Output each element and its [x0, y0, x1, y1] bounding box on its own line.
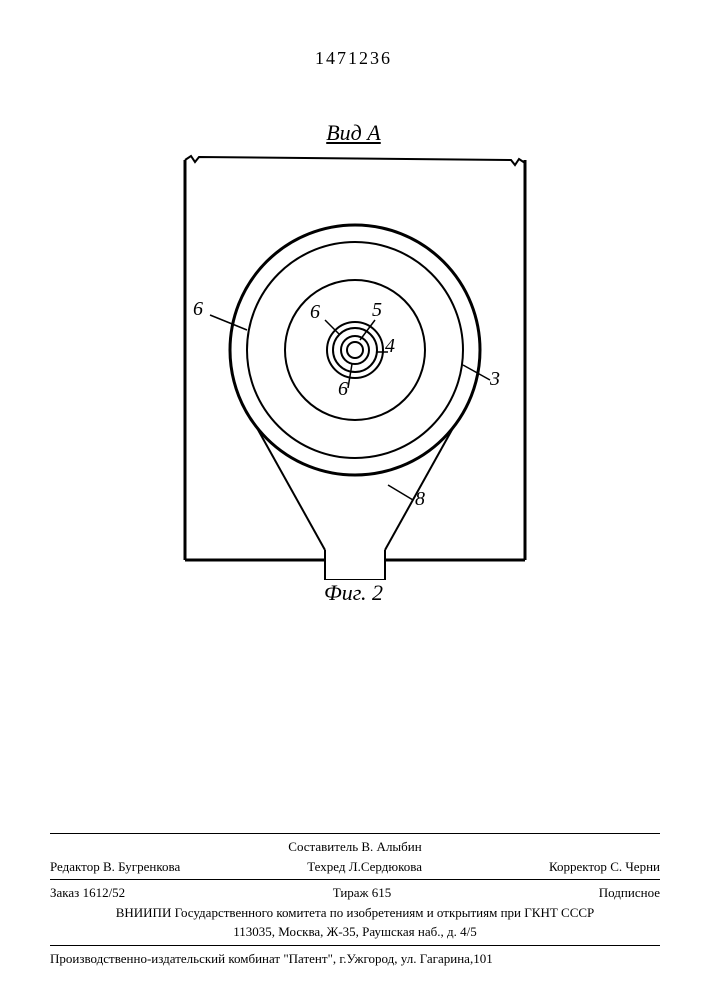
techred-label: Техред — [307, 859, 345, 874]
tirazh-value: 615 — [372, 885, 392, 900]
technical-diagram: 6 6 54 6 3 8 — [130, 140, 580, 580]
editor-label: Редактор — [50, 859, 100, 874]
svg-text:8: 8 — [415, 488, 425, 510]
svg-text:6: 6 — [338, 378, 348, 400]
svg-text:4: 4 — [385, 335, 395, 357]
corrector-name: С. Черни — [610, 859, 660, 874]
publisher-line-1: ВНИИПИ Государственного комитета по изоб… — [50, 903, 660, 923]
order-value: 1612/52 — [83, 885, 126, 900]
compiler-label: Составитель — [288, 839, 358, 854]
corrector-label: Корректор — [549, 859, 607, 874]
svg-text:5: 5 — [372, 299, 382, 321]
svg-text:6: 6 — [193, 298, 203, 320]
svg-text:3: 3 — [489, 368, 500, 390]
page-number: 1471236 — [0, 48, 707, 69]
printer-line: Производственно-издательский комбинат "П… — [50, 949, 660, 969]
publisher-line-2: 113035, Москва, Ж-35, Раушская наб., д. … — [50, 922, 660, 942]
subscription: Подписное — [599, 883, 660, 903]
compiler-name: В. Алыбин — [361, 839, 421, 854]
svg-text:6: 6 — [310, 301, 320, 323]
editor-name: В. Бугренкова — [103, 859, 180, 874]
figure-caption: Фиг. 2 — [0, 580, 707, 606]
techred-name: Л.Сердюкова — [349, 859, 422, 874]
colophon-block: Составитель В. Алыбин Редактор В. Бугрен… — [50, 830, 660, 968]
order-label: Заказ — [50, 885, 79, 900]
tirazh-label: Тираж — [333, 885, 369, 900]
